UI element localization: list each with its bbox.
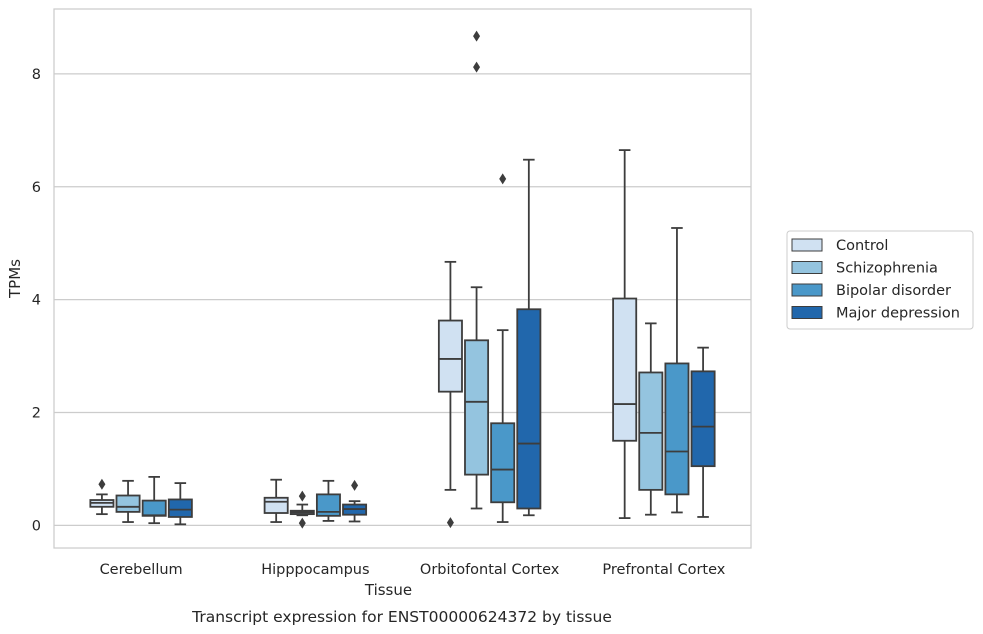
outlier-point (499, 173, 507, 185)
outlier-point (298, 490, 306, 502)
legend-swatch (791, 238, 823, 252)
box-control (612, 149, 638, 519)
box-iqr (612, 297, 638, 442)
legend-label: Bipolar disorder (836, 283, 951, 299)
x-axis-ticks: Cerebellum Hipppocampus Orbitofontal Corte… (100, 562, 726, 578)
box-iqr (664, 362, 690, 496)
outlier-point (351, 479, 359, 491)
outlier-point (473, 30, 481, 42)
box-iqr (167, 498, 193, 518)
x-axis-title: Tissue (364, 581, 412, 599)
box-iqr (490, 422, 516, 504)
legend-swatch (791, 283, 823, 297)
box-bipolar-disorder (664, 227, 690, 514)
legend-swatch (791, 306, 823, 319)
x-tick-label: Prefrontal Cortex (602, 562, 725, 578)
box-control (263, 478, 289, 523)
box-control (89, 478, 115, 516)
box-major-depression (167, 482, 193, 526)
box-bipolar-disorder (141, 475, 167, 525)
box-bipolar-disorder (315, 479, 341, 522)
y-tick-label: 6 (32, 180, 41, 196)
box-major-depression (342, 479, 368, 523)
y-tick-label: 0 (32, 518, 41, 534)
legend-label: Schizophrenia (836, 261, 938, 277)
y-tick-label: 8 (32, 67, 41, 83)
chart-caption: Transcript expression for ENST0000062437… (191, 608, 612, 626)
box-schizophrenia (289, 490, 315, 529)
box-bipolar-disorder (490, 173, 516, 523)
x-tick-label: Cerebellum (100, 562, 183, 578)
box-iqr (437, 319, 463, 393)
legend: Control Schizophrenia Bipolar disorder Majo… (786, 230, 974, 330)
box-major-depression (516, 158, 542, 517)
outlier-point (298, 517, 306, 529)
y-tick-label: 4 (32, 293, 41, 309)
box-iqr (263, 496, 289, 514)
box-iqr (141, 499, 167, 517)
box-control (437, 260, 463, 529)
outlier-point (473, 61, 481, 73)
box-iqr (690, 370, 716, 468)
legend-label: Major depression (836, 306, 960, 322)
box-major-depression (690, 346, 716, 518)
outlier-point (98, 478, 106, 490)
box-iqr (638, 371, 664, 491)
box-schizophrenia (638, 322, 664, 516)
x-tick-label: Orbitofontal Cortex (420, 562, 560, 578)
plot-area-frame (53, 8, 752, 549)
x-tick-label: Hipppocampus (261, 562, 369, 578)
y-tick-label: 2 (32, 406, 41, 422)
legend-frame (786, 230, 974, 330)
outlier-point (446, 517, 454, 529)
legend-label: Control (836, 238, 888, 254)
box-iqr (115, 494, 141, 513)
box-schizophrenia (115, 479, 141, 523)
box-iqr (464, 339, 490, 476)
y-axis-title: TPMs (6, 259, 24, 299)
box-iqr (516, 308, 542, 510)
y-axis-ticks: 0 2 4 6 8 (32, 67, 41, 535)
legend-swatch (791, 261, 823, 274)
box-iqr (315, 493, 341, 517)
box-plot-marks (89, 30, 716, 529)
box-schizophrenia (464, 30, 490, 510)
